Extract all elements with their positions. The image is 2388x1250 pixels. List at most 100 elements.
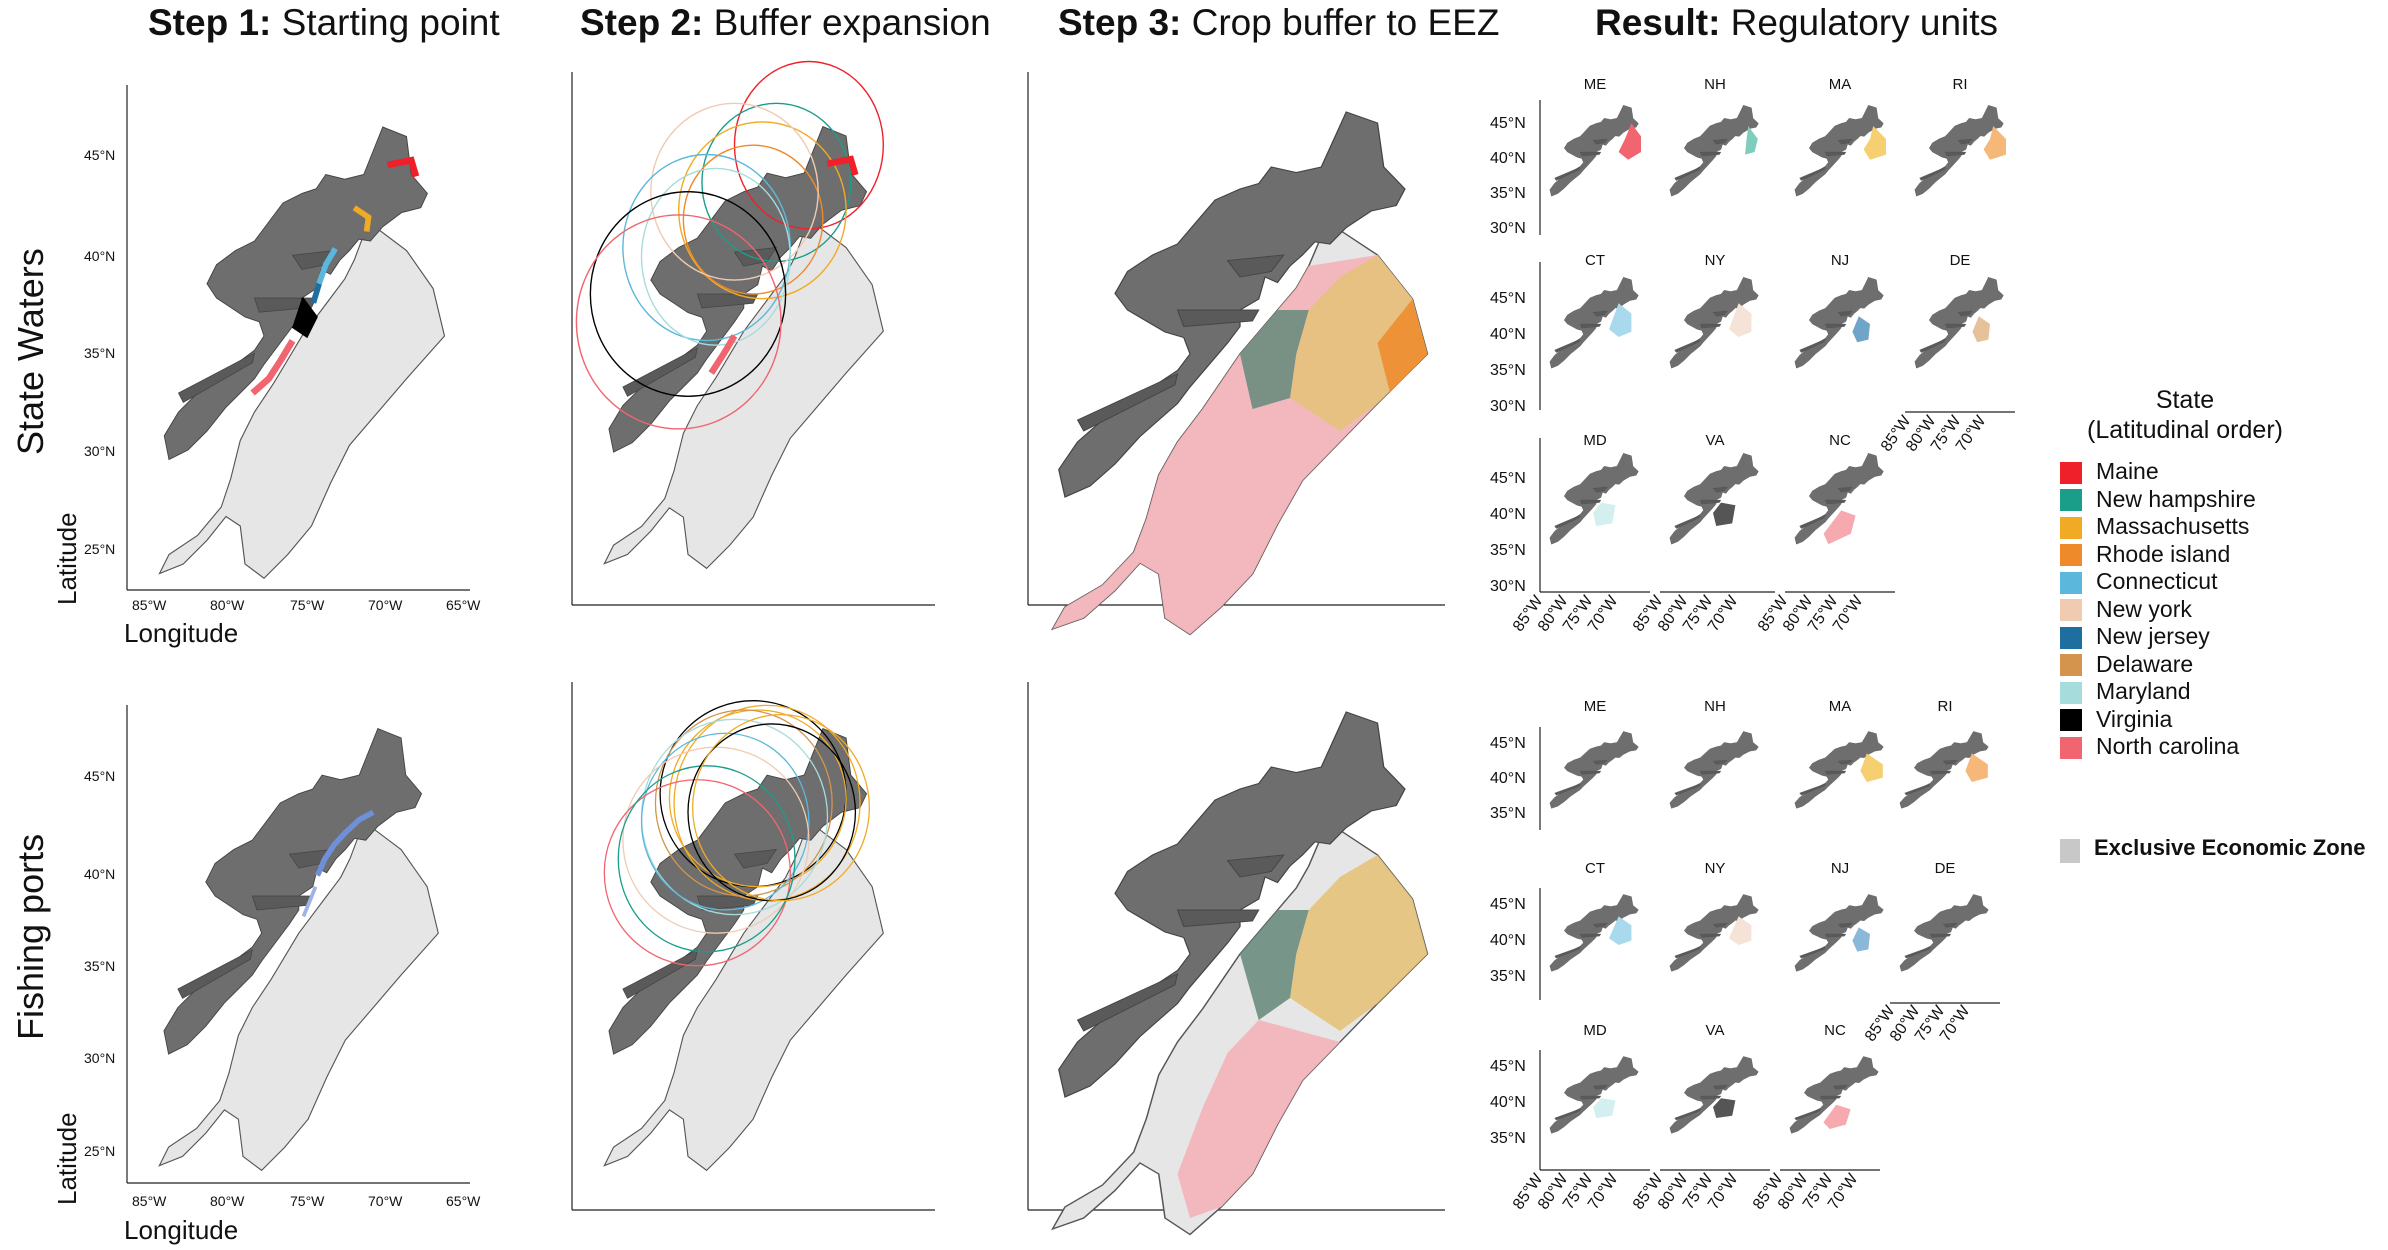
small-lat-tick: 30°N — [1490, 220, 1526, 237]
lon-tick: 80°W — [210, 1193, 245, 1209]
small-lat-tick: 45°N — [1490, 896, 1526, 913]
map-step3-fishing-ports — [1051, 711, 1429, 1236]
map-step3-state-waters — [1051, 111, 1429, 636]
panel-label-ny: NY — [1704, 860, 1726, 877]
lon-tick: 65°W — [446, 1193, 481, 1209]
panel-label-ma: MA — [1828, 76, 1852, 93]
panel-label-nh: NH — [1704, 76, 1726, 93]
map-step1-fishing-ports — [158, 728, 439, 1171]
panel-label-ma: MA — [1828, 698, 1852, 715]
panel-label-va: VA — [1705, 432, 1725, 449]
lat-tick: 40°N — [84, 866, 116, 882]
lat-tick: 25°N — [84, 541, 116, 557]
legend-item-new-hampshire: New hampshire — [2060, 486, 2256, 514]
lat-tick: 40°N — [84, 248, 116, 264]
small-lat-tick: 35°N — [1490, 968, 1526, 985]
map-step2-fishing-ports — [603, 700, 884, 1171]
legend-item-virginia: Virginia — [2060, 706, 2256, 734]
swatch — [2060, 654, 2082, 677]
swatch — [2060, 544, 2082, 567]
swatch — [2060, 461, 2082, 484]
lon-tick: 70°W — [368, 597, 403, 613]
small-lat-tick: 45°N — [1490, 1058, 1526, 1075]
panel-label-ct: CT — [1585, 860, 1605, 877]
swatch — [2060, 489, 2082, 512]
swatch — [2060, 571, 2082, 594]
swatch — [2060, 516, 2082, 539]
panel-label-nc: NC — [1824, 1022, 1846, 1039]
step2-axes — [571, 72, 935, 1211]
legend-item-new-york: New york — [2060, 596, 2256, 624]
panel-label-nc: NC — [1829, 432, 1851, 449]
legend-item-maryland: Maryland — [2060, 678, 2256, 706]
small-lat-tick: 30°N — [1490, 398, 1526, 415]
lon-tick: 85°W — [132, 597, 167, 613]
lat-tick: 30°N — [84, 1050, 116, 1066]
step1-bottom-axes — [126, 705, 470, 1184]
lat-tick: 45°N — [84, 768, 116, 784]
lon-tick: 75°W — [290, 1193, 325, 1209]
small-lat-tick: 35°N — [1490, 542, 1526, 559]
small-lat-tick: 40°N — [1490, 506, 1526, 523]
small-lat-tick: 35°N — [1490, 185, 1526, 202]
panel-label-ri: RI — [1937, 698, 1953, 715]
legend-eez: Exclusive Economic Zone — [2060, 835, 2365, 863]
legend-item-new-jersey: New jersey — [2060, 623, 2256, 651]
lon-tick: 65°W — [446, 597, 481, 613]
longitude-label-bottom: Longitude — [124, 1215, 239, 1245]
column-title-step3: Step 3: Crop buffer to EEZ — [1058, 2, 1500, 43]
panel-label-ny: NY — [1704, 252, 1726, 269]
legend-item-north-carolina: North carolina — [2060, 733, 2256, 761]
eez-swatch — [2060, 838, 2080, 863]
legend-title: State (Latitudinal order) — [2055, 385, 2315, 445]
panel-label-me: ME — [1583, 698, 1607, 715]
small-lat-tick: 35°N — [1490, 362, 1526, 379]
small-lat-tick: 45°N — [1490, 115, 1526, 132]
panel-label-md: MD — [1583, 1022, 1607, 1039]
swatch — [2060, 736, 2082, 759]
legend-item-rhode-island: Rhode island — [2060, 541, 2256, 569]
small-lat-tick: 45°N — [1490, 735, 1526, 752]
result-panels-state-waters — [1539, 100, 2015, 593]
swatch — [2060, 599, 2082, 622]
panel-label-md: MD — [1583, 432, 1607, 449]
lat-tick: 25°N — [84, 1143, 116, 1159]
legend: Maine New hampshire Massachusetts Rhode … — [2060, 458, 2256, 761]
small-lat-tick: 45°N — [1490, 470, 1526, 487]
small-lat-tick: 40°N — [1490, 770, 1526, 787]
small-lat-tick: 40°N — [1490, 1094, 1526, 1111]
lon-tick: 75°W — [290, 597, 325, 613]
small-lat-tick: 40°N — [1490, 932, 1526, 949]
legend-item-massachusetts: Massachusetts — [2060, 513, 2256, 541]
small-lat-tick: 45°N — [1490, 290, 1526, 307]
legend-title-line1: State — [2155, 386, 2215, 414]
lat-tick: 35°N — [84, 958, 116, 974]
result-panels-fishing-ports — [1539, 727, 2000, 1171]
small-lat-tick: 40°N — [1490, 150, 1526, 167]
lon-tick: 80°W — [210, 597, 245, 613]
panel-label-ct: CT — [1585, 252, 1605, 269]
legend-item-delaware: Delaware — [2060, 651, 2256, 679]
panel-label-de: DE — [1949, 252, 1971, 269]
column-title-result: Result: Regulatory units — [1595, 2, 1999, 43]
longitude-label-top: Longitude — [124, 618, 239, 648]
lat-tick: 45°N — [84, 147, 116, 163]
lat-tick: 30°N — [84, 443, 116, 459]
legend-title-line2: (Latitudinal order) — [2087, 416, 2283, 444]
map-step2-state-waters — [575, 60, 884, 569]
lon-tick: 70°W — [368, 1193, 403, 1209]
legend-item-maine: Maine — [2060, 458, 2256, 486]
panel-label-nh: NH — [1704, 698, 1726, 715]
column-title-step2: Step 2: Buffer expansion — [580, 2, 991, 43]
eez-label: Exclusive Economic Zone — [2094, 835, 2366, 860]
panel-label-va: VA — [1705, 1022, 1725, 1039]
panel-label-ri: RI — [1952, 76, 1968, 93]
swatch — [2060, 709, 2082, 732]
small-lat-tick: 30°N — [1490, 578, 1526, 595]
step1-top-axes — [126, 85, 470, 591]
small-lat-tick: 35°N — [1490, 805, 1526, 822]
panel-label-de: DE — [1934, 860, 1956, 877]
panel-label-nj: NJ — [1830, 860, 1850, 877]
swatch — [2060, 626, 2082, 649]
